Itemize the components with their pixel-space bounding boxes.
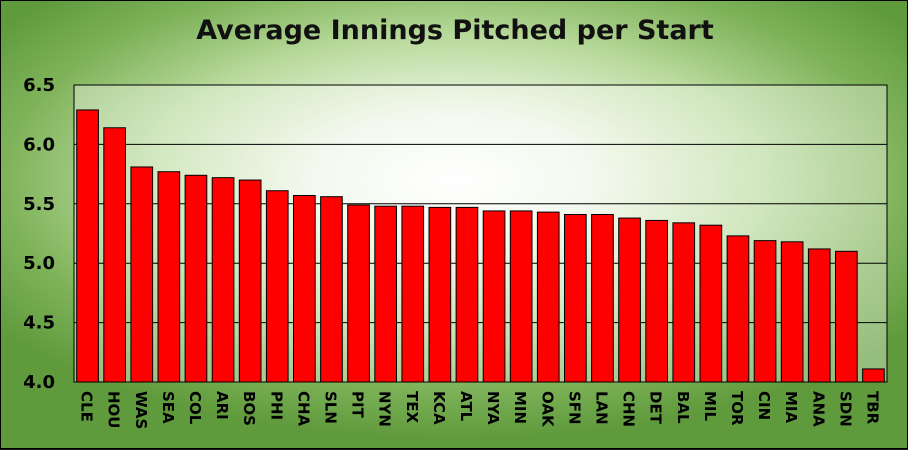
bar-det [645, 219, 668, 383]
x-tick-label: CIN [755, 391, 773, 420]
bar-sfn [564, 213, 587, 383]
x-tick-label: ATL [457, 391, 475, 422]
x-tick-label: SLN [321, 391, 339, 424]
y-tick-label: 6.5 [23, 75, 55, 96]
bar-kca [428, 206, 452, 383]
bar-tex [401, 205, 425, 383]
x-tick-label: CHN [620, 391, 638, 427]
x-tick-label: LAN [592, 391, 610, 425]
x-tick-label: BOS [240, 391, 258, 426]
bar-tor [726, 235, 750, 383]
bar-nyn [374, 205, 397, 383]
x-tick-label: SFN [565, 391, 583, 425]
x-tick-label: TBR [863, 391, 881, 425]
x-tick-label: CLE [78, 391, 96, 422]
x-tick-label: SDN [836, 391, 854, 427]
x-tick-label: NYN [376, 391, 394, 427]
bar-atl [455, 206, 479, 383]
bar-bos [238, 179, 262, 383]
bar-mil [699, 224, 723, 383]
bar-nya [482, 210, 506, 383]
x-tick-label: NYA [484, 391, 502, 425]
gridlines [74, 85, 887, 382]
plot-area [74, 85, 887, 382]
x-tick-label: BAL [674, 391, 692, 424]
bar-bal [672, 222, 696, 383]
x-tick-label: MIA [782, 391, 800, 424]
x-tick-label: TOR [728, 391, 746, 426]
x-tick-label: OAK [538, 391, 556, 428]
bar-oak [536, 211, 560, 383]
bar-cle [76, 109, 99, 383]
bar-pit [347, 204, 370, 383]
bar-sdn [835, 250, 858, 383]
plot-area-border [73, 84, 888, 383]
bar-min [509, 210, 533, 383]
x-tick-label: COL [186, 391, 204, 425]
x-tick-label: ANA [809, 391, 827, 427]
y-tick-label: 6.0 [23, 134, 55, 155]
x-tick-label: ARI [213, 391, 231, 420]
x-tick-label: TEX [403, 391, 421, 423]
bar-phi [265, 190, 289, 383]
x-tick-label: KCA [430, 391, 448, 425]
bar-cin [753, 240, 777, 383]
bar-was [130, 166, 154, 383]
y-tick-label: 5.5 [23, 194, 55, 215]
x-tick-label: PHI [267, 391, 285, 420]
y-tick-label: 4.5 [23, 313, 55, 334]
y-axis-ticks: 4.0 4.5 5.0 5.5 6.0 6.5 [23, 75, 55, 393]
bar-sea [157, 171, 181, 383]
bar-ari [211, 177, 235, 383]
bar-chn [618, 217, 641, 383]
bar-cha [293, 194, 316, 383]
bar-col [184, 174, 208, 383]
bar-mia [780, 241, 804, 383]
bar-sln [320, 196, 343, 383]
x-tick-label: CHA [294, 391, 312, 427]
bar-lan [591, 213, 614, 383]
x-tick-label: PIT [349, 391, 367, 419]
chart-title: Average Innings Pitched per Start [196, 15, 714, 46]
x-tick-label: WAS [132, 391, 150, 429]
bars [76, 109, 885, 383]
y-tick-label: 5.0 [23, 253, 55, 274]
bar-tbr [862, 368, 885, 383]
x-axis-labels: CLE HOU WAS SEA COL ARI BOS PHI CHA SLN PIT NYN TEX K… [78, 391, 882, 429]
x-tick-label: MIL [701, 391, 719, 422]
x-tick-label: SEA [159, 391, 177, 424]
y-tick-label: 4.0 [23, 372, 55, 393]
x-tick-label: DET [647, 391, 665, 425]
bar-hou [103, 127, 126, 383]
x-tick-label: HOU [105, 391, 123, 429]
bar-ana [807, 248, 831, 383]
x-tick-label: MIN [511, 391, 529, 424]
